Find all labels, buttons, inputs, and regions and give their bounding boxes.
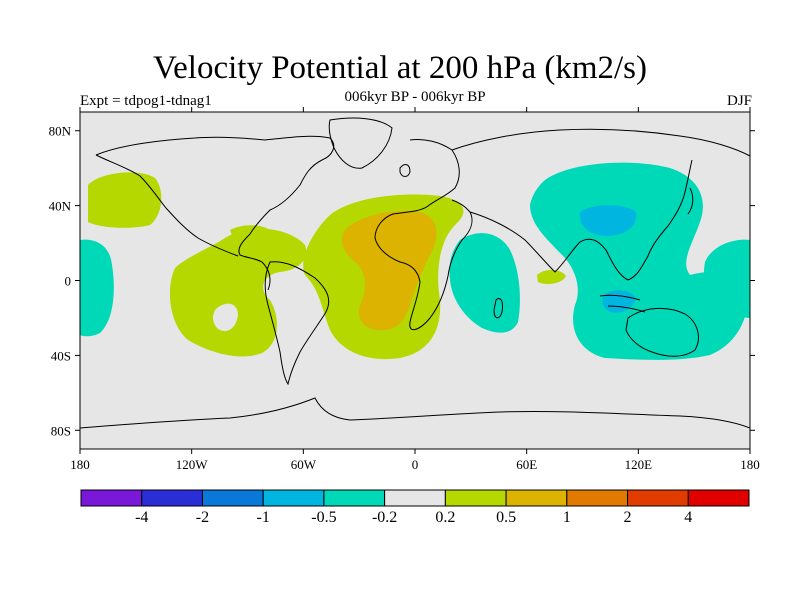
colorbar-swatch [444, 489, 507, 507]
lon-tick-label: 120E [625, 457, 653, 472]
contour-americas-hole [212, 303, 238, 332]
colorbar-swatch [80, 489, 143, 507]
colorbar-label: -0.2 [372, 509, 397, 526]
contour-maritime-minimum [602, 290, 636, 313]
colorbar-swatch [505, 489, 568, 507]
lat-tick-label: 80N [49, 124, 72, 139]
colorbar-swatch [687, 489, 750, 507]
colorbar-swatch [384, 489, 446, 507]
lat-tick-label: 80S [51, 423, 71, 438]
colorbar-swatch [262, 489, 325, 507]
colorbar-label: -0.5 [311, 509, 336, 526]
colorbar-swatch [141, 489, 203, 507]
contour-central-asia-minimum [579, 205, 637, 236]
contour-fields [80, 117, 750, 429]
colorbar-label: 0.5 [496, 509, 516, 526]
contour-americas-positive [169, 228, 307, 357]
lat-tick-label: 0 [65, 274, 72, 289]
colorbar-swatch [566, 489, 629, 507]
lat-tick-label: 40N [49, 199, 72, 214]
plot-title: Velocity Potential at 200 hPa (km2/s) [152, 50, 648, 86]
latitude-axis: 80N 40N 0 40S 80S [49, 124, 755, 438]
lat-tick-label: 40S [51, 348, 71, 363]
contour-north-pacific-positive [88, 172, 162, 228]
colorbar-swatch [627, 489, 689, 507]
colorbar-label: 1 [563, 509, 571, 526]
experiment-label: Expt = tdpog1-tdnag1 [80, 93, 212, 109]
lon-tick-label: 60W [291, 457, 317, 472]
coastlines [80, 117, 750, 429]
lon-tick-label: 0 [412, 457, 419, 472]
colorbar-label: 4 [684, 509, 692, 526]
contour-caribbean-positive [230, 225, 275, 246]
colorbar-label: -2 [196, 509, 209, 526]
colorbar-label: -1 [257, 509, 270, 526]
contour-africa-core [341, 210, 437, 331]
lon-tick-label: 180 [70, 457, 90, 472]
colorbar-swatch [323, 489, 386, 507]
colorbar-label: -4 [135, 509, 148, 526]
colorbar-label: 2 [624, 509, 632, 526]
contour-arabian-positive [537, 269, 566, 284]
lon-tick-label: 60E [516, 457, 537, 472]
colorbar: -4 -2 -1 -0.5 -0.2 0.2 0.5 1 2 4 [80, 489, 750, 526]
colorbar-swatch [201, 489, 264, 507]
season-label: DJF [726, 93, 752, 109]
lon-tick-label: 180 [740, 457, 760, 472]
longitude-axis: 180 120W 60W 0 60E 120E 180 [70, 107, 760, 472]
plot-subtitle: 006kyr BP - 006kyr BP [344, 89, 486, 105]
lon-tick-label: 120W [176, 457, 209, 472]
colorbar-label: 0.2 [435, 509, 455, 526]
contour-dateline-negative-west [80, 239, 114, 337]
